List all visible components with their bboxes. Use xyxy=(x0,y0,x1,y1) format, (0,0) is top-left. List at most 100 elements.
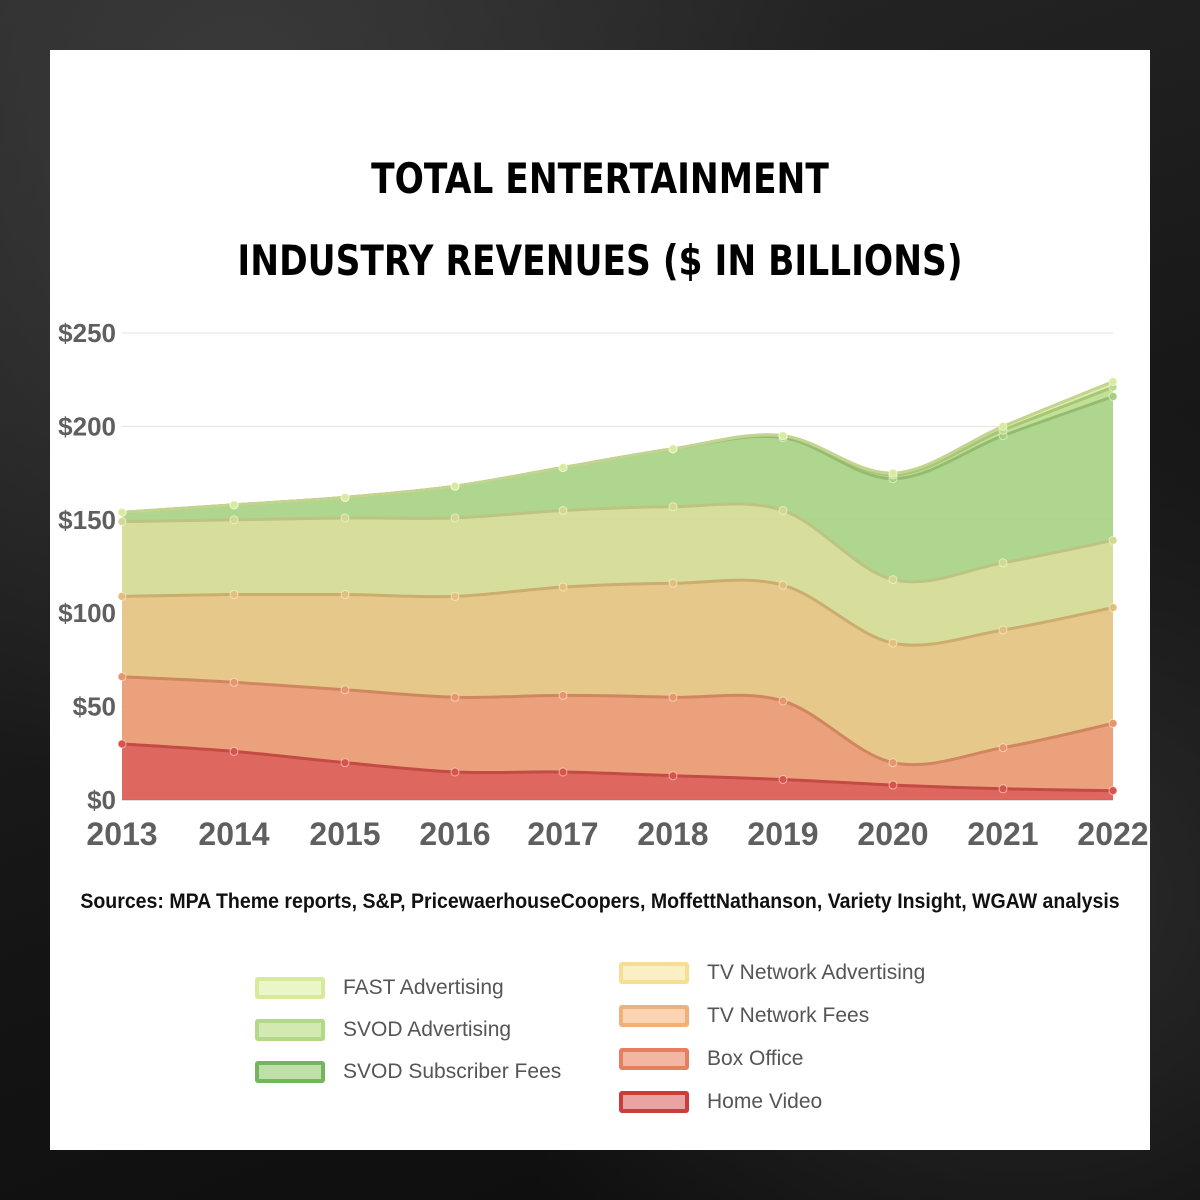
series-points xyxy=(117,377,1118,796)
series-lines xyxy=(121,380,1114,793)
point-tv-network-advertising xyxy=(340,513,350,523)
point-tv-network-advertising xyxy=(998,558,1008,568)
point-fast-advertising xyxy=(229,500,239,510)
point-fast-advertising xyxy=(117,507,127,517)
legend-item-fast-advertising[interactable]: FAST Advertising xyxy=(255,976,504,1000)
point-fast-advertising xyxy=(1108,377,1118,387)
title-line-2: INDUSTRY REVENUES ($ IN BILLIONS) xyxy=(237,236,963,285)
point-home-video xyxy=(1108,786,1118,796)
x-tick-label: 2014 xyxy=(198,816,269,852)
point-svod-subscriber-fees xyxy=(1108,392,1118,402)
legend-label: TV Network Fees xyxy=(707,1004,870,1027)
point-tv-network-fees xyxy=(558,582,568,592)
line-home-video xyxy=(121,742,1114,793)
legend-label: TV Network Advertising xyxy=(707,961,926,984)
point-home-video xyxy=(888,780,898,790)
area-tv-network-fees xyxy=(122,580,1113,765)
point-box-office xyxy=(229,677,239,687)
x-tick-label: 2013 xyxy=(86,816,157,852)
point-tv-network-fees xyxy=(998,625,1008,635)
point-box-office xyxy=(668,692,678,702)
point-box-office xyxy=(888,758,898,768)
point-tv-network-fees xyxy=(229,590,239,600)
area-tv-network-advertising xyxy=(122,503,1113,646)
legend-swatch xyxy=(619,1005,689,1027)
point-fast-advertising xyxy=(998,421,1008,431)
point-box-office xyxy=(558,690,568,700)
legend-swatch xyxy=(255,1019,325,1041)
title-line-1: TOTAL ENTERTAINMENT xyxy=(371,154,829,203)
x-tick-label: 2017 xyxy=(527,816,598,852)
point-home-video xyxy=(340,758,350,768)
y-tick-label: $50 xyxy=(73,692,116,722)
legend-swatch xyxy=(619,1091,689,1113)
x-tick-label: 2022 xyxy=(1077,816,1148,852)
point-box-office xyxy=(1108,718,1118,728)
line-tv-network-fees xyxy=(121,578,1114,647)
legend-item-tv-network-advertising[interactable]: TV Network Advertising xyxy=(619,961,925,985)
point-home-video xyxy=(450,767,460,777)
legend-swatch xyxy=(255,977,325,999)
legend-item-tv-network-fees[interactable]: TV Network Fees xyxy=(619,1004,869,1028)
x-tick-label: 2019 xyxy=(747,816,818,852)
point-home-video xyxy=(998,784,1008,794)
point-tv-network-advertising xyxy=(778,505,788,515)
point-tv-network-advertising xyxy=(1108,535,1118,545)
point-box-office xyxy=(117,672,127,682)
point-home-video xyxy=(229,746,239,756)
line-tv-network-advertising xyxy=(121,502,1114,584)
legend-label: Home Video xyxy=(707,1090,823,1113)
point-tv-network-advertising xyxy=(888,575,898,585)
line-box-office xyxy=(121,675,1114,767)
point-home-video xyxy=(117,739,127,749)
area-home-video xyxy=(122,743,1113,800)
point-tv-network-advertising xyxy=(558,505,568,515)
point-home-video xyxy=(668,771,678,781)
legend-swatch xyxy=(255,1061,325,1083)
point-tv-network-advertising xyxy=(117,517,127,527)
x-tick-label: 2021 xyxy=(967,816,1038,852)
y-axis: $0 $50 $100 $150 $200 $250 xyxy=(58,318,116,815)
point-tv-network-fees xyxy=(340,590,350,600)
point-tv-network-advertising xyxy=(229,515,239,525)
chart-title: TOTAL ENTERTAINMENT INDUSTRY REVENUES ($… xyxy=(108,138,1092,302)
legend-item-home-video[interactable]: Home Video xyxy=(619,1090,822,1114)
line-fast-advertising xyxy=(121,380,1114,514)
point-fast-advertising xyxy=(888,468,898,478)
point-fast-advertising xyxy=(558,462,568,472)
point-fast-advertising xyxy=(668,444,678,454)
y-tick-label: $0 xyxy=(87,785,116,815)
area-svod-subscriber-fees xyxy=(122,396,1113,582)
legend-label: SVOD Advertising xyxy=(343,1018,512,1041)
point-box-office xyxy=(340,685,350,695)
x-tick-label: 2020 xyxy=(857,816,928,852)
legend-label: SVOD Subscriber Fees xyxy=(343,1060,562,1083)
point-tv-network-fees xyxy=(668,578,678,588)
x-tick-label: 2016 xyxy=(419,816,490,852)
point-tv-network-fees xyxy=(1108,603,1118,613)
point-fast-advertising xyxy=(778,431,788,441)
point-box-office xyxy=(998,743,1008,753)
point-box-office xyxy=(450,692,460,702)
y-tick-label: $250 xyxy=(58,318,116,348)
legend-swatch xyxy=(619,1048,689,1070)
legend-item-box-office[interactable]: Box Office xyxy=(619,1047,804,1071)
x-tick-label: 2015 xyxy=(309,816,380,852)
area-box-office xyxy=(122,676,1113,791)
legend-item-svod-advertising[interactable]: SVOD Advertising xyxy=(255,1018,511,1042)
legend-label: FAST Advertising xyxy=(343,976,504,999)
x-tick-label: 2018 xyxy=(637,816,708,852)
point-tv-network-advertising xyxy=(668,502,678,512)
point-tv-network-fees xyxy=(117,591,127,601)
point-tv-network-fees xyxy=(888,638,898,648)
sources-note: Sources: MPA Theme reports, S&P, Pricewa… xyxy=(80,890,1120,913)
point-tv-network-advertising xyxy=(450,513,460,523)
legend-item-svod-subscriber-fees[interactable]: SVOD Subscriber Fees xyxy=(255,1060,561,1084)
series-areas xyxy=(122,381,1113,800)
point-home-video xyxy=(778,774,788,784)
point-fast-advertising xyxy=(340,492,350,502)
y-tick-label: $100 xyxy=(58,598,116,628)
x-axis: 2013 2014 2015 2016 2017 2018 2019 2020 2021 2022 xyxy=(86,816,1148,852)
point-tv-network-fees xyxy=(778,580,788,590)
